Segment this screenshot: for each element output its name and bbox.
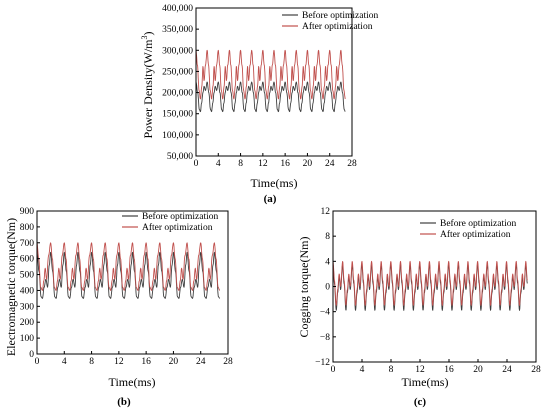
y-tick-label-c: 4	[325, 257, 330, 267]
ylabel-a: Power Density(W/m3)	[140, 32, 155, 139]
x-tick-label-a: 0	[194, 159, 199, 169]
x-tick-label-a: 24	[325, 159, 335, 169]
y-tick-label-b: 400	[20, 286, 35, 296]
y-tick-label-c: 12	[321, 207, 331, 217]
x-tick-label-a: 12	[258, 159, 268, 169]
y-tick-label-b: 300	[20, 302, 35, 312]
series-line-b-after	[36, 242, 221, 291]
x-tick-label-c: 20	[473, 365, 483, 375]
x-tick-label-a: 4	[216, 159, 221, 169]
y-tick-label-a: 300,000	[162, 46, 193, 56]
x-tick-label-a: 16	[280, 159, 290, 169]
y-tick-label-c: −8	[320, 333, 330, 343]
legend-label-a-before: Before optimization	[302, 10, 378, 21]
legend-label-a-after: After optimization	[302, 21, 373, 32]
xlabel-b: Time(ms)	[109, 375, 156, 389]
x-tick-label-b: 8	[89, 357, 94, 367]
ylabel-c: Cogging torque(Nm)	[297, 237, 311, 338]
y-tick-label-a: 200,000	[162, 89, 193, 99]
y-tick-label-c: 8	[325, 232, 330, 242]
x-tick-label-b: 12	[114, 357, 124, 367]
x-tick-label-c: 8	[389, 365, 394, 375]
y-tick-label-a: 150,000	[162, 110, 193, 120]
panel-label-c: (c)	[414, 396, 427, 408]
legend-label-c-before: Before optimization	[440, 218, 516, 229]
y-tick-label-b: 900	[20, 207, 35, 217]
y-tick-label-b: 700	[20, 239, 35, 249]
panel-label-b: (b)	[117, 396, 131, 408]
y-tick-label-b: 0	[29, 350, 34, 360]
x-tick-label-b: 4	[62, 357, 67, 367]
x-tick-label-c: 0	[331, 365, 336, 375]
legend-label-b-before: Before optimization	[142, 211, 218, 222]
series-line-c-after	[332, 260, 528, 306]
chart-panel-c: Cogging torque(Nm) Time(ms) (c) 0 4 8 12 16 2…	[297, 207, 541, 408]
panel-label-a: (a)	[264, 193, 277, 205]
y-tick-label-a: 50,000	[167, 152, 193, 162]
x-tick-label-b: 28	[223, 357, 233, 367]
y-tick-label-b: 800	[20, 223, 35, 233]
ylabel-b: Electromagnetic torque(Nm)	[4, 218, 18, 356]
x-tick-label-c: 4	[360, 365, 365, 375]
x-tick-label-c: 16	[444, 365, 454, 375]
xlabel-a: Time(ms)	[251, 176, 298, 190]
y-tick-label-c: 0	[325, 283, 330, 293]
y-tick-label-a: 350,000	[162, 25, 193, 35]
chart-panel-b: Electromagnetic torque(Nm) Time(ms) (b) …	[4, 207, 233, 408]
x-tick-label-b: 24	[196, 357, 206, 367]
x-tick-label-b: 0	[35, 357, 40, 367]
series-line-a-before	[195, 81, 346, 113]
chart-panel-a: Power Density(W/m3) Time(ms) (a) 0 4 8 12 16…	[140, 4, 378, 205]
y-tick-label-a: 400,000	[162, 4, 193, 14]
x-tick-label-b: 20	[169, 357, 179, 367]
y-tick-label-a: 100,000	[162, 131, 193, 141]
x-tick-label-a: 28	[347, 159, 357, 169]
legend-label-b-after: After optimization	[142, 222, 213, 233]
x-tick-label-b: 16	[141, 357, 151, 367]
axes-frame-a	[195, 7, 353, 157]
x-tick-label-a: 8	[238, 159, 243, 169]
x-tick-label-c: 28	[531, 365, 541, 375]
y-tick-label-a: 250,000	[162, 67, 193, 77]
y-tick-label-b: 500	[20, 271, 35, 281]
xlabel-c: Time(ms)	[402, 375, 449, 389]
y-tick-label-b: 200	[20, 318, 35, 328]
axes-frame-b	[36, 210, 229, 355]
x-tick-label-c: 24	[502, 365, 512, 375]
y-tick-label-c: −4	[320, 308, 330, 318]
y-tick-label-b: 600	[20, 255, 35, 265]
y-tick-label-c: −12	[315, 358, 330, 368]
y-tick-label-b: 100	[20, 334, 35, 344]
series-line-a-after	[195, 49, 346, 100]
x-tick-label-a: 20	[303, 159, 313, 169]
legend-label-c-after: After optimization	[440, 229, 511, 240]
x-tick-label-c: 12	[415, 365, 425, 375]
